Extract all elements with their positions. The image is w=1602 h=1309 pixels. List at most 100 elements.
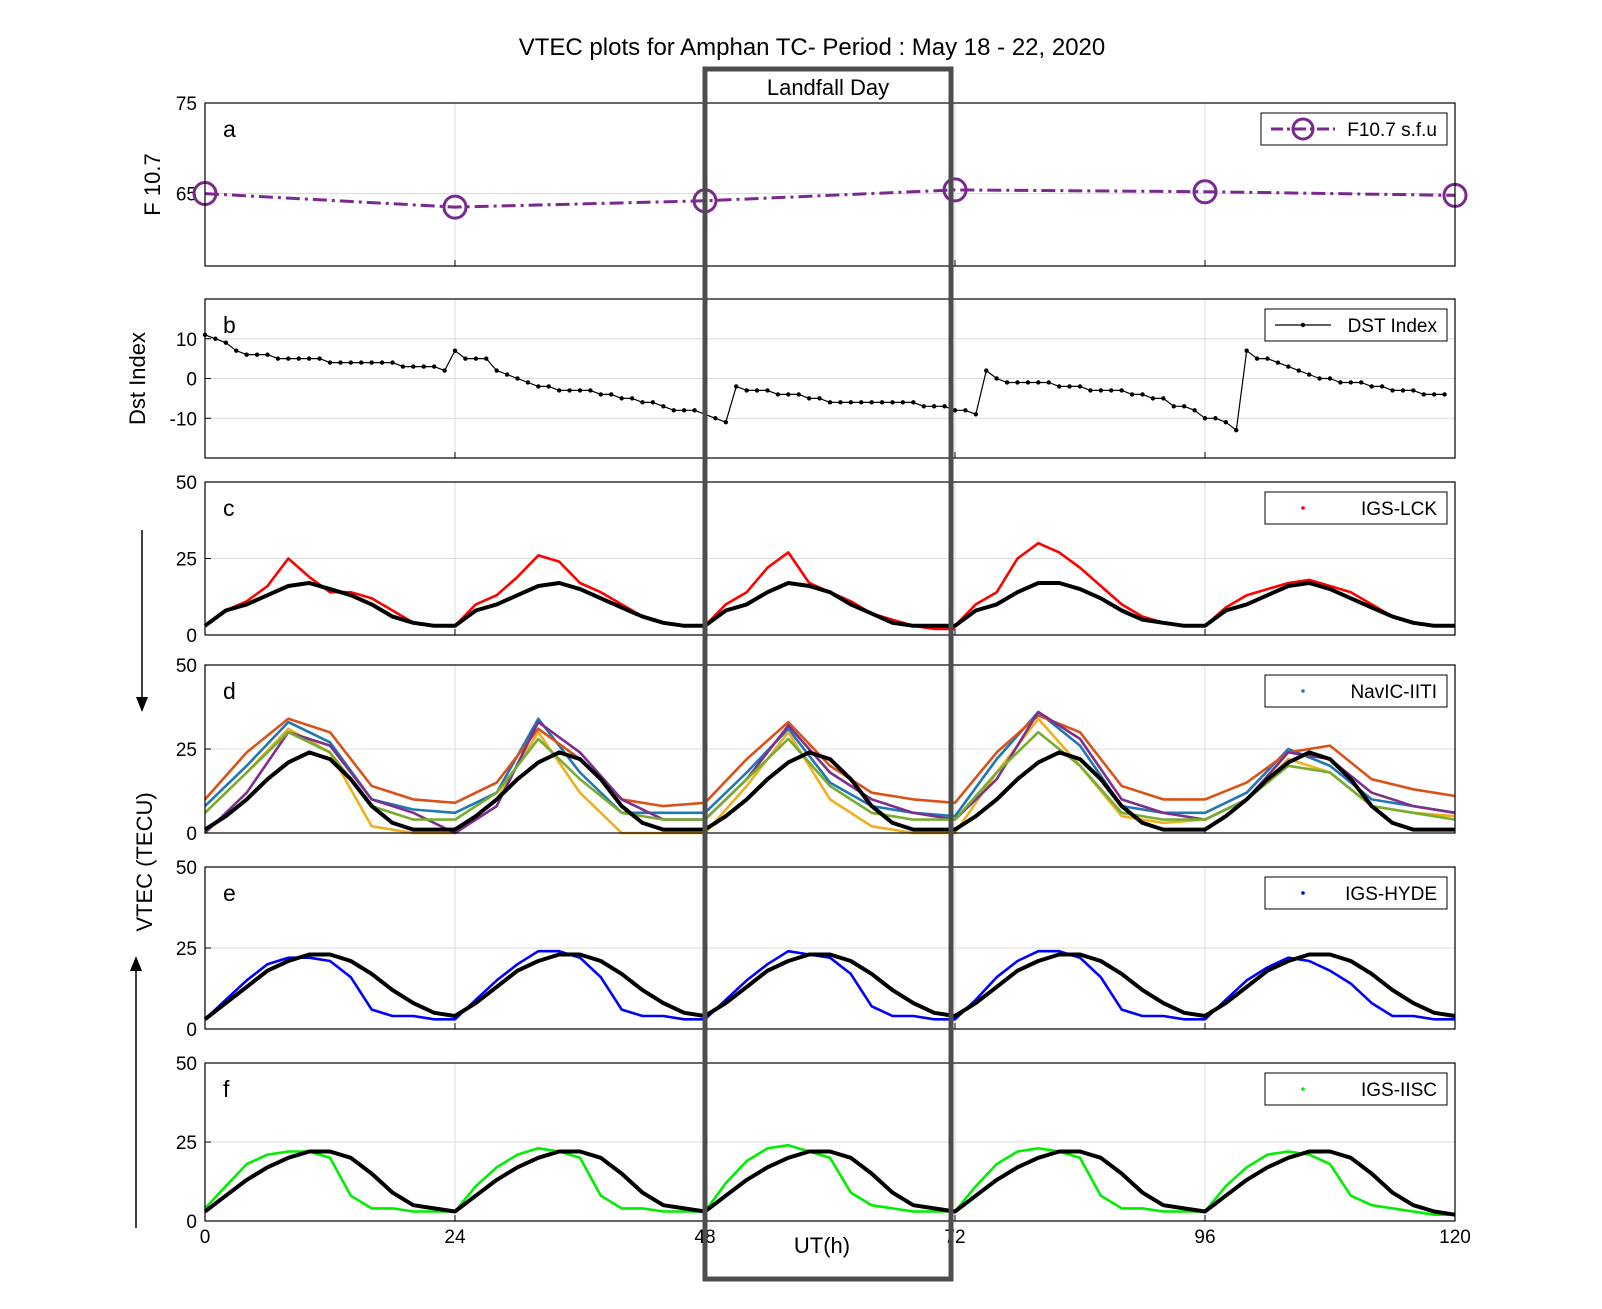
panel-f-series-line [204,1143,1455,1216]
panel-b-data-point [931,404,937,409]
chart-title: VTEC plots for Amphan TC- Period : May 1… [519,34,1106,61]
panel-e-series-line [204,949,1455,1021]
panel-d-series-line [204,710,1456,818]
panel-b-data-point [1119,388,1124,393]
panel-b-data-point [504,372,510,377]
panel-b-ytick-label: -10 [170,409,197,430]
x-axis-label: UT(h) [794,1233,850,1258]
panel-b-data-point [1056,384,1062,389]
panel-a-data-point [942,177,968,203]
panel-b-data-point [744,388,749,393]
panel-d-series-line [204,714,1456,808]
panel-b-data-point [640,400,645,405]
panel-b-data-point [827,400,833,405]
panel-b-data-point [1265,356,1270,361]
panel-b-data-point [598,392,604,397]
panel-e-ytick-label: 25 [176,939,197,960]
x-tick-label: 24 [444,1227,466,1248]
panel-f-legend-marker [1301,1087,1305,1091]
panel-b-data-point [994,376,999,381]
panel-d: 0 25 50 d NavIC-IITI [176,656,1456,845]
panel-b-data-point [421,364,426,369]
panel-b-data-point [1077,384,1083,389]
panel-b-data-point [765,388,770,393]
panel-c: 0 25 50 c IGS-LCK [176,473,1456,647]
panel-c-ytick-label: 50 [176,473,197,494]
panel-d-legend-label: NavIC-IITI [1350,682,1437,703]
panel-e-series-line [203,952,1456,1021]
panel-c-legend-box [1264,491,1448,525]
panel-e-ytick-label: 50 [176,858,197,879]
panel-b-data-point [1171,404,1176,409]
panel-e-legend-marker [1301,891,1305,895]
panel-a-ylabel: F 10.7 [140,153,165,215]
panel-b-letter: b [223,312,236,338]
panel-b-data-point [442,368,447,373]
panel-a: 65 75 a F10.7 s.f.u F 10.7 [140,94,1468,267]
panel-c-ytick-label: 0 [186,626,197,647]
panel-a-legend-label: F10.7 s.f.u [1347,120,1437,141]
panel-b-data-point [1202,416,1208,421]
panel-a-ytick-label: 65 [176,185,197,206]
panel-b-data-point [859,400,864,405]
panel-b-data-point [1181,404,1187,409]
panel-a-legend-marker [1291,117,1315,141]
panel-b-data-point [1223,420,1229,425]
x-tick-label: 96 [1194,1227,1215,1248]
panel-b-data-point [754,388,760,393]
panel-b-data-point [1431,392,1437,397]
landfall-highlight-box [702,66,954,1282]
panel-b-data-point [817,396,822,401]
panel-f-ytick-label: 50 [176,1054,197,1075]
panel-e-frame [204,866,1456,1030]
panel-b-data-point [515,376,520,381]
panel-e-letter: e [223,880,236,906]
panel-b-data-point [838,400,843,405]
panel-b-data-point [1244,348,1249,353]
panel-b-data-point [796,392,801,397]
panel-f-legend-label: IGS-IISC [1361,1080,1437,1101]
panel-a-ytick-label: 75 [176,94,197,115]
panel-b-data-point [692,408,697,413]
arrow-up-head [130,956,142,971]
panel-f: 0 25 50 f IGS-IISC [176,1054,1456,1233]
panel-b-data-point [942,404,947,409]
panel-b-data-point [786,392,791,397]
panel-e-ytick-label: 0 [186,1020,197,1041]
x-tick-label: 120 [1439,1227,1471,1248]
panel-b-data-point [681,408,687,413]
panel-b-data-point [629,396,635,401]
panel-b-data-point [723,420,729,425]
panel-b-data-point [1254,356,1260,361]
x-axis: 0 24 48 72 96 120 [200,1227,1471,1248]
panel-c-series-line [203,581,1455,628]
panel-b-data-point [984,368,989,373]
panel-b-data-point [390,360,395,365]
panel-b-data-point [463,356,468,361]
panel-a-data-point [442,194,468,220]
panel-b-data-point [556,388,562,393]
panel-b-data-point [359,360,364,365]
panel-b-data-point [546,384,551,389]
panel-f-letter: f [223,1076,230,1102]
panel-b-data-point [1348,380,1354,385]
ylabel-arrows [130,530,148,1228]
panel-b-data-point [1338,380,1343,385]
panel-b-data-point [848,400,854,405]
panel-b-data-point [1161,396,1166,401]
panel-b-data-point [963,408,968,413]
panel-c-legend-label: IGS-LCK [1361,499,1437,520]
panel-b-data-point [536,384,541,389]
panel-f-series-line [203,1149,1456,1217]
panel-b-data-point [379,360,385,365]
panel-b-data-point [619,396,624,401]
panel-b-data-point [921,404,926,409]
panel-b-data-point [869,400,874,405]
panel-b-data-point [338,360,343,365]
panel-b-data-point [973,412,979,417]
panel-e: 0 25 50 e IGS-HYDE [176,858,1456,1041]
panel-d-series-line [203,750,1455,832]
panel-b-data-point [1286,364,1291,369]
panel-b-data-point [327,360,333,365]
